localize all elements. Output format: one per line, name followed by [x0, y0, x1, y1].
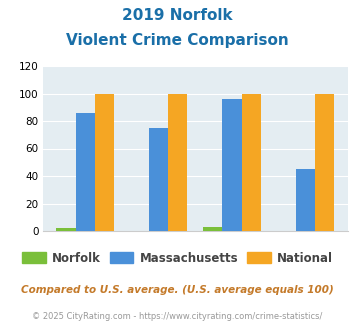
- Bar: [315, 93, 334, 231]
- Text: Compared to U.S. average. (U.S. average equals 100): Compared to U.S. average. (U.S. average …: [21, 285, 334, 295]
- Bar: [296, 169, 315, 231]
- Text: © 2025 CityRating.com - https://www.cityrating.com/crime-statistics/: © 2025 CityRating.com - https://www.city…: [32, 312, 323, 321]
- Bar: [95, 93, 114, 231]
- Bar: [203, 227, 223, 231]
- Bar: [76, 113, 95, 231]
- Bar: [168, 93, 187, 231]
- Bar: [223, 99, 241, 231]
- Text: Violent Crime Comparison: Violent Crime Comparison: [66, 33, 289, 48]
- Text: 2019 Norfolk: 2019 Norfolk: [122, 8, 233, 23]
- Bar: [56, 228, 76, 231]
- Bar: [241, 93, 261, 231]
- Bar: [149, 128, 168, 231]
- Legend: Norfolk, Massachusetts, National: Norfolk, Massachusetts, National: [22, 252, 333, 265]
